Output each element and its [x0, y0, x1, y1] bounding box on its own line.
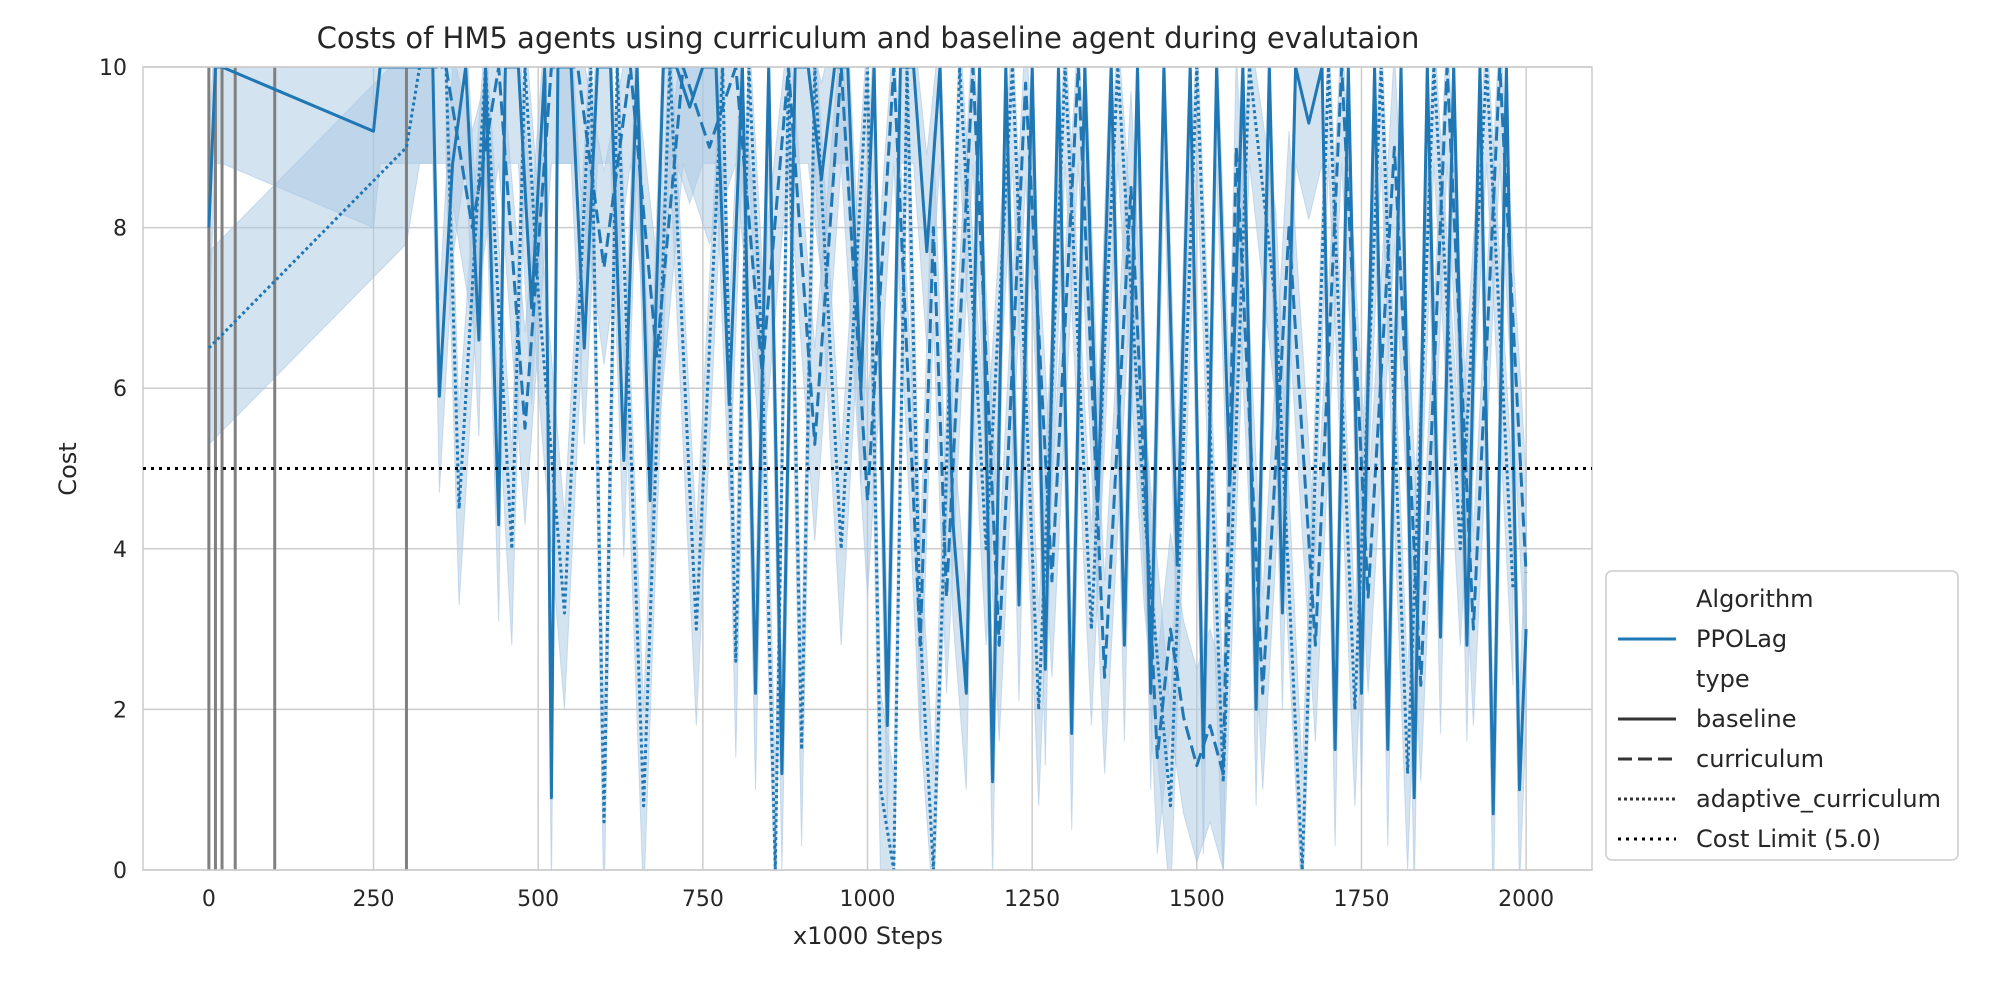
x-tick-label: 0 — [202, 887, 216, 912]
legend-box — [1605, 570, 1959, 861]
legend: Algorithm PPOLag type baseline curriculum ada… — [1605, 570, 1959, 861]
y-tick-label: 2 — [113, 698, 127, 723]
x-tick-label: 250 — [353, 887, 395, 912]
legend-entry-label: PPOLag — [1696, 625, 1787, 653]
y-tick-label: 10 — [99, 56, 127, 81]
x-tick-label: 1500 — [1169, 887, 1225, 912]
legend-entry-label: Cost Limit (5.0) — [1696, 825, 1881, 853]
legend-group-title: type — [1696, 665, 1750, 693]
chart-title: Costs of HM5 agents using curriculum and… — [317, 21, 1420, 55]
legend-group-title: Algorithm — [1696, 585, 1814, 613]
series-line-curriculum — [444, 67, 1528, 776]
legend-entry-label: adaptive_curriculum — [1696, 785, 1941, 813]
y-tick-label: 6 — [113, 377, 127, 402]
x-tick-label: 1000 — [840, 887, 896, 912]
x-axis-label: x1000 Steps — [793, 922, 943, 950]
legend-entry-label: baseline — [1696, 705, 1797, 733]
series-line-baseline — [207, 67, 1528, 816]
y-tick-label: 0 — [113, 859, 127, 884]
x-tick-label: 500 — [517, 887, 559, 912]
x-tick-label: 1750 — [1333, 887, 1389, 912]
x-tick-label: 2000 — [1498, 887, 1554, 912]
series-line-adaptive_curriculum — [207, 67, 1515, 870]
legend-entry-label: curriculum — [1696, 745, 1824, 773]
x-tick-label: 1250 — [1004, 887, 1060, 912]
x-tick-label: 750 — [682, 887, 724, 912]
y-tick-label: 4 — [113, 538, 127, 563]
y-tick-label: 8 — [113, 217, 127, 242]
tick-labels: 0 250 500 750 1000 1250 1500 1750 2000 0 2 4 6 8 10 — [99, 56, 1554, 912]
y-axis-label: Cost — [54, 442, 82, 495]
